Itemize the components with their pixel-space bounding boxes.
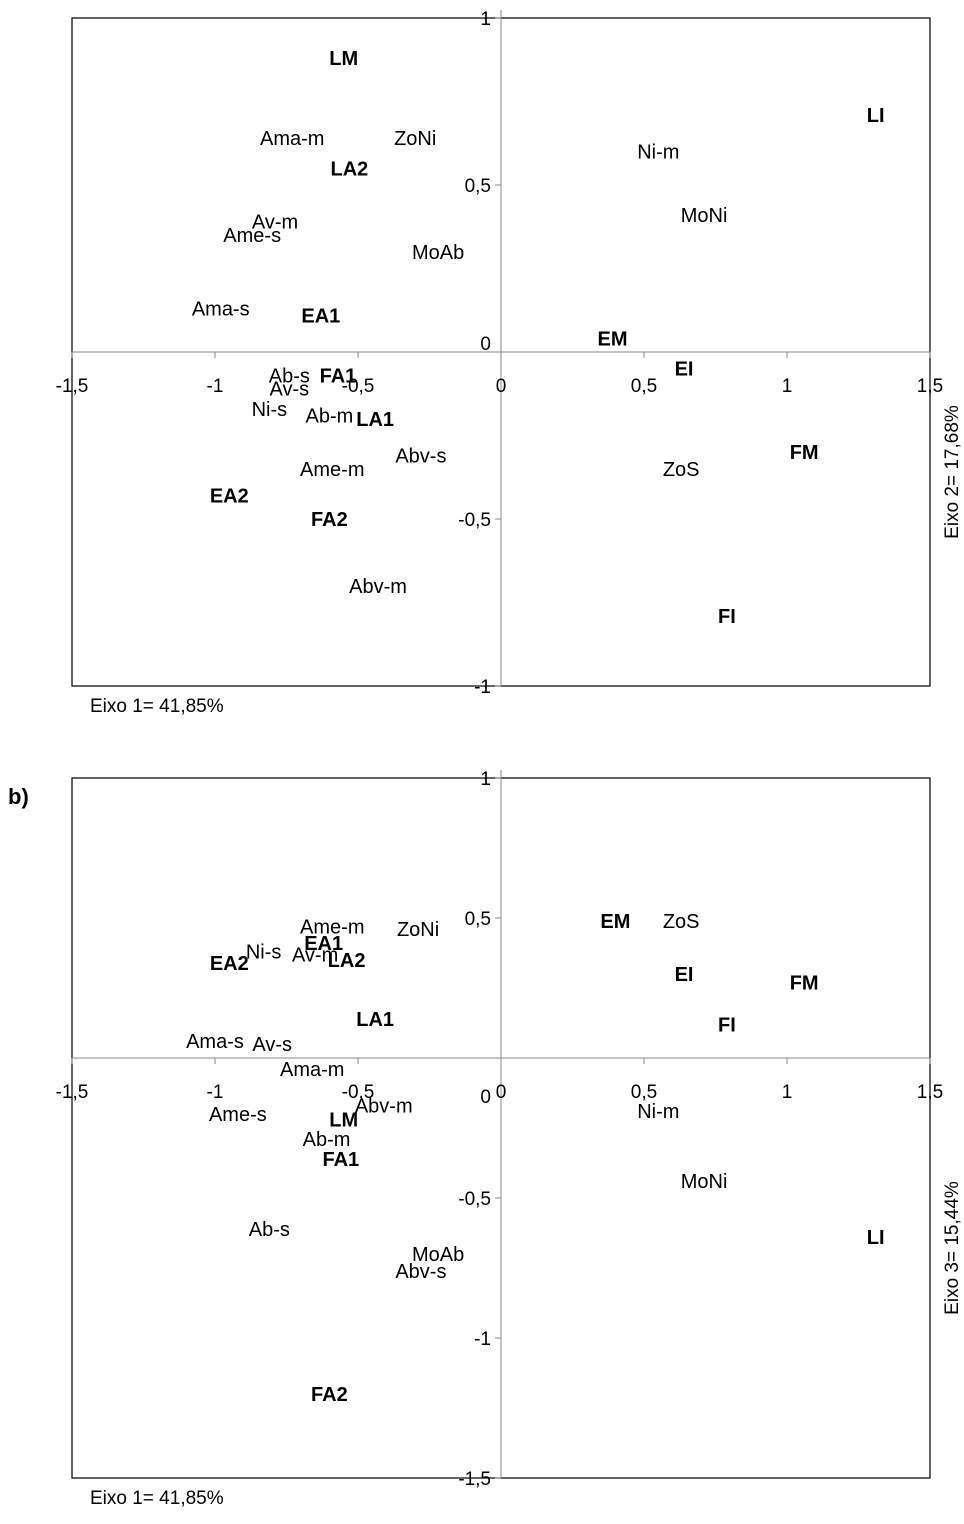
x-tick-label: 0 bbox=[496, 1082, 507, 1103]
x-tick-label: -0,5 bbox=[342, 1082, 375, 1103]
data-point-label: EM bbox=[598, 329, 628, 351]
data-point-label: Ab-s bbox=[269, 365, 310, 387]
x-tick-label: -1,5 bbox=[56, 1082, 89, 1103]
data-point-label: Ame-s bbox=[209, 1104, 267, 1126]
scatter-plot-axis1-axis2: -1,5 -1 -0,5 0 0,5 1 1,5 -1 -0,5 0 0,5 1 LM LI Ama-m Zo… bbox=[56, 9, 963, 717]
data-point-label: Ame-s bbox=[223, 225, 281, 247]
x-tick-label: 0 bbox=[496, 376, 507, 397]
data-point-label: Ama-s bbox=[192, 299, 250, 321]
x-tick-label: -0,5 bbox=[342, 376, 375, 397]
data-point-label: FM bbox=[790, 442, 819, 464]
data-point-label: FI bbox=[718, 1014, 736, 1036]
y-axis-title: Eixo 3= 15,44% bbox=[942, 1181, 963, 1315]
x-tick-label: -1,5 bbox=[56, 376, 89, 397]
data-point-label: LI bbox=[867, 1227, 885, 1249]
x-tick-label: -1 bbox=[207, 1082, 224, 1103]
data-point-label: Av-s bbox=[270, 379, 310, 401]
data-point-label: ZoNi bbox=[397, 919, 439, 941]
y-tick-label: -1 bbox=[474, 1329, 491, 1350]
data-point-label: Ame-m bbox=[300, 916, 364, 938]
data-point-label: EA2 bbox=[210, 953, 249, 975]
y-tick-label: 0 bbox=[480, 1087, 491, 1108]
data-point-label: LA1 bbox=[356, 1009, 394, 1031]
data-point-label: Ni-m bbox=[637, 1101, 679, 1123]
data-point-label: Ame-m bbox=[300, 459, 364, 481]
data-point-label: Ab-m bbox=[306, 405, 354, 427]
data-point-label: FA1 bbox=[322, 1149, 359, 1171]
data-point-label: Ama-m bbox=[260, 128, 324, 150]
data-point-label: EA1 bbox=[304, 933, 343, 955]
data-point-label: MoAb bbox=[412, 1244, 464, 1266]
data-point-label: Abv-s bbox=[395, 1261, 446, 1283]
scatter-plot-axis1-axis3: -1,5 -1 -0,5 0 0,5 1 1,5 -1,5 -1 -0,5 0 0,5 1 Ame-m Zo… bbox=[56, 769, 963, 1509]
x-tick-label: 1,5 bbox=[917, 376, 943, 397]
x-tick-label: 0,5 bbox=[631, 376, 657, 397]
data-point-label: FI bbox=[718, 606, 736, 628]
y-tick-label: 0,5 bbox=[465, 176, 491, 197]
data-point-label: MoNi bbox=[681, 205, 728, 227]
x-tick-label: 0,5 bbox=[631, 1082, 657, 1103]
x-tick-label: 1 bbox=[782, 1082, 793, 1103]
data-point-label: Abv-m bbox=[349, 576, 407, 598]
x-tick-label: 1,5 bbox=[917, 1082, 943, 1103]
data-point-label: EA2 bbox=[210, 486, 249, 508]
data-point-label: EA1 bbox=[301, 305, 340, 327]
data-point-label: ZoS bbox=[663, 459, 700, 481]
data-point-label: EI bbox=[675, 359, 694, 381]
y-tick-label: -0,5 bbox=[458, 510, 491, 531]
data-point-label: MoAb bbox=[412, 242, 464, 264]
data-point-label: LM bbox=[329, 1110, 358, 1132]
data-point-label: Ab-m bbox=[303, 1129, 351, 1151]
data-point-label: ZoNi bbox=[394, 128, 436, 150]
y-tick-label: 1 bbox=[480, 9, 491, 30]
data-point-label: Ni-s bbox=[246, 942, 282, 964]
data-point-label: EM bbox=[600, 911, 630, 933]
data-point-label: FA2 bbox=[311, 1384, 348, 1406]
data-point-label: Abv-m bbox=[355, 1096, 413, 1118]
data-point-label: LA1 bbox=[356, 409, 394, 431]
data-point-label: LI bbox=[867, 105, 885, 127]
data-point-label: FA1 bbox=[320, 365, 357, 387]
y-tick-label: 1 bbox=[480, 769, 491, 790]
x-axis-title: Eixo 1= 41,85% bbox=[90, 1488, 224, 1509]
data-point-label: LA2 bbox=[331, 158, 369, 180]
y-tick-label: 0 bbox=[480, 334, 491, 355]
y-tick-label: -0,5 bbox=[458, 1189, 491, 1210]
data-point-label: MoNi bbox=[681, 1171, 728, 1193]
y-tick-label: 0,5 bbox=[465, 909, 491, 930]
data-point-label: Ni-s bbox=[252, 399, 288, 421]
data-point-label: Av-m bbox=[292, 944, 338, 966]
x-tick-label: -1 bbox=[207, 376, 224, 397]
y-tick-label: -1 bbox=[474, 677, 491, 698]
data-point-label: Av-s bbox=[252, 1034, 292, 1056]
data-point-label: LA2 bbox=[328, 950, 366, 972]
data-point-label: Av-m bbox=[252, 212, 298, 234]
data-point-label: EI bbox=[675, 964, 694, 986]
data-point-label: Ama-s bbox=[186, 1031, 244, 1053]
y-tick-label: -1,5 bbox=[458, 1469, 491, 1490]
data-point-label: Ama-m bbox=[280, 1059, 344, 1081]
data-point-label: Ni-m bbox=[637, 142, 679, 164]
data-point-label: Ab-s bbox=[249, 1219, 290, 1241]
panel-label-b: b) bbox=[8, 784, 29, 809]
x-axis-title: Eixo 1= 41,85% bbox=[90, 696, 224, 717]
x-tick-label: 1 bbox=[782, 376, 793, 397]
data-point-label: FA2 bbox=[311, 509, 348, 531]
data-point-label: FM bbox=[790, 972, 819, 994]
data-point-label: ZoS bbox=[663, 911, 700, 933]
y-axis-title: Eixo 2= 17,68% bbox=[942, 405, 963, 539]
data-point-label: LM bbox=[329, 48, 358, 70]
data-point-label: Abv-s bbox=[395, 446, 446, 468]
